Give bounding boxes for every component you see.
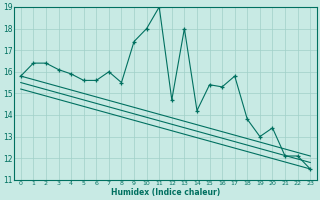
X-axis label: Humidex (Indice chaleur): Humidex (Indice chaleur) [111,188,220,197]
